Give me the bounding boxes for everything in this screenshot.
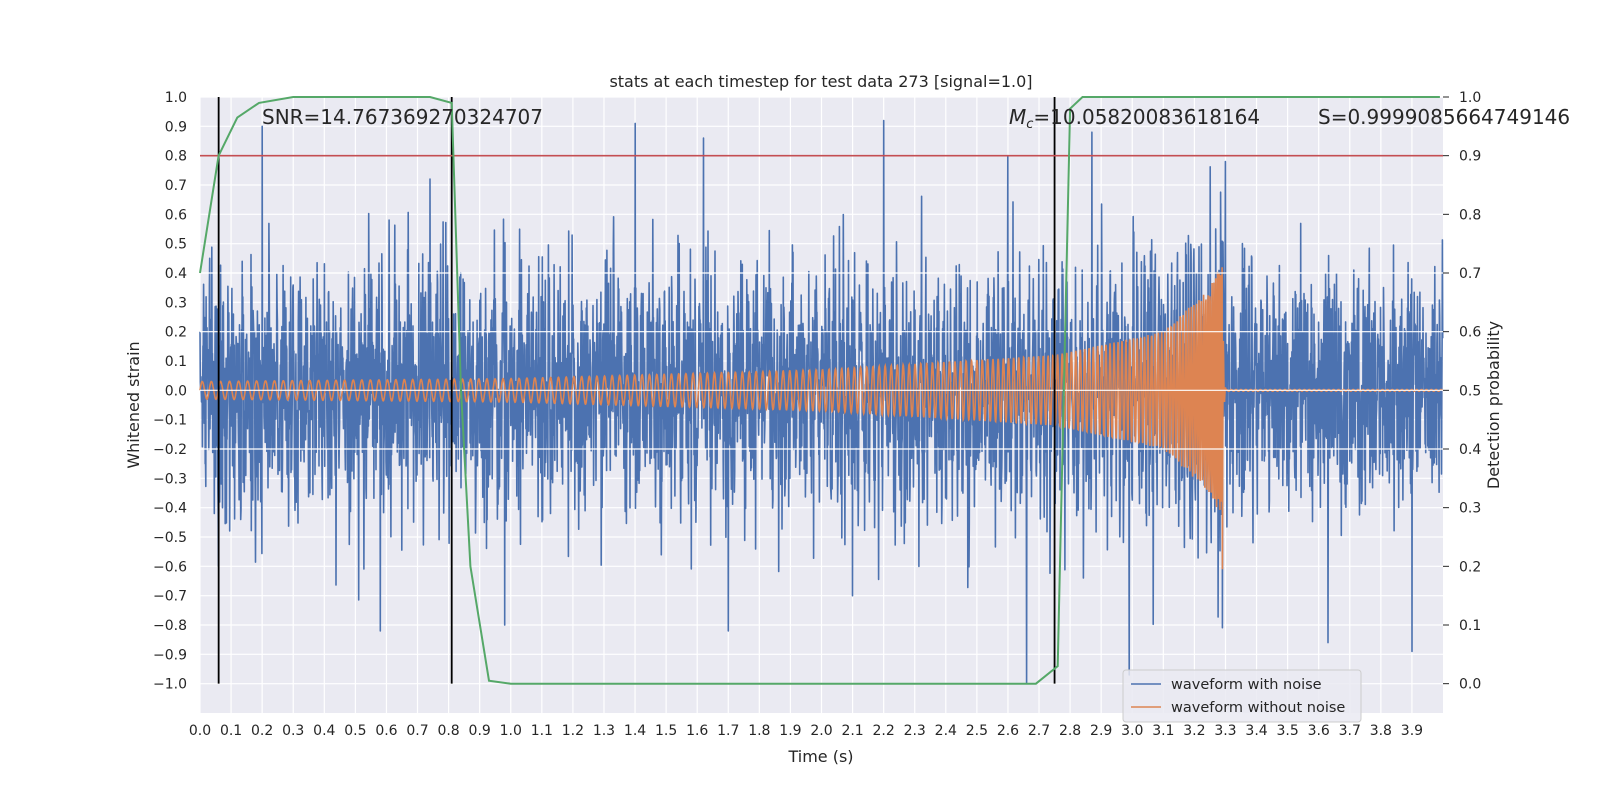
- x-tick-label: 0.1: [220, 723, 242, 739]
- legend-box: [1122, 669, 1362, 723]
- x-tick-label: 2.6: [997, 723, 1019, 739]
- x-tick-label: 1.0: [500, 723, 522, 739]
- x-tick-label: 3.6: [1308, 723, 1330, 739]
- y2-tick-label: 0.6: [1459, 325, 1481, 341]
- x-tick-label: 3.1: [1152, 723, 1174, 739]
- x-tick-label: 3.8: [1370, 723, 1392, 739]
- x-tick-label: 1.5: [655, 723, 677, 739]
- x-tick-label: 2.8: [1059, 723, 1081, 739]
- y-tick-label: −0.3: [153, 471, 187, 487]
- y2-tick-label: 0.4: [1459, 442, 1481, 458]
- x-tick-label: 0.7: [406, 723, 428, 739]
- x-tick-label: 1.4: [624, 723, 646, 739]
- y2-axis-label: Detection probability: [1484, 321, 1503, 489]
- y-tick-label: −0.4: [153, 501, 187, 517]
- y-axis-label: Whitened strain: [124, 341, 143, 468]
- x-tick-label: 2.3: [904, 723, 926, 739]
- x-tick-label: 2.2: [873, 723, 895, 739]
- y-tick-label: −0.8: [153, 618, 187, 634]
- y2-tick-label: 0.8: [1459, 207, 1481, 223]
- y-tick-label: 0.1: [165, 354, 187, 370]
- y-tick-label: −1.0: [153, 677, 187, 693]
- x-tick-label: 2.5: [966, 723, 988, 739]
- y-tick-label: 0.5: [165, 237, 187, 253]
- x-tick-label: 0.2: [251, 723, 273, 739]
- x-tick-label: 1.7: [717, 723, 739, 739]
- x-tick-label: 3.9: [1401, 723, 1423, 739]
- y2-tick-label: 0.2: [1459, 559, 1481, 575]
- y2-tick-label: 0.3: [1459, 501, 1481, 517]
- y-tick-label: −0.2: [153, 442, 187, 458]
- chart-title: stats at each timestep for test data 273…: [609, 72, 1032, 91]
- clean-waveform-line: [199, 267, 1444, 570]
- y2-tick-label: 0.7: [1459, 266, 1481, 282]
- y-tick-label: 0.4: [165, 266, 187, 282]
- legend-label-noise: waveform with noise: [1171, 677, 1322, 693]
- x-tick-label: 0.3: [282, 723, 304, 739]
- legend: waveform with noise waveform without noi…: [1122, 669, 1362, 723]
- y-tick-label: 0.7: [165, 178, 187, 194]
- y2-tick-label: 1.0: [1459, 90, 1481, 106]
- mc-subscript: c: [1026, 117, 1033, 132]
- mc-value: =10.05820083618164: [1033, 105, 1260, 129]
- y-tick-label: −0.9: [153, 647, 187, 663]
- x-tick-label: 3.0: [1121, 723, 1143, 739]
- x-tick-label: 3.7: [1339, 723, 1361, 739]
- y-tick-label: −0.1: [153, 413, 187, 429]
- x-tick-label: 2.4: [935, 723, 957, 739]
- x-tick-label: 0.8: [437, 723, 459, 739]
- y-tick-label: −0.5: [153, 530, 187, 546]
- y2-tick-label: 0.9: [1459, 149, 1481, 165]
- y-tick-label: 0.8: [165, 149, 187, 165]
- x-tick-label: 2.7: [1028, 723, 1050, 739]
- y-tick-label: 0.0: [165, 383, 187, 399]
- mc-symbol: M: [1009, 105, 1026, 129]
- x-tick-label: 0.4: [313, 723, 335, 739]
- y-tick-label: −0.7: [153, 589, 187, 605]
- x-tick-label: 3.2: [1183, 723, 1205, 739]
- detection-probability-line: [199, 96, 1440, 685]
- y2-tick-label: 0.5: [1459, 383, 1481, 399]
- x-axis-label: Time (s): [787, 747, 853, 766]
- x-tick-label: 1.9: [779, 723, 801, 739]
- x-tick-label: 2.9: [1090, 723, 1112, 739]
- x-tick-label: 3.5: [1276, 723, 1298, 739]
- x-tick-label: 0.9: [469, 723, 491, 739]
- x-tick-label: 2.1: [841, 723, 863, 739]
- y-tick-label: 1.0: [165, 90, 187, 106]
- y-tick-label: 0.3: [165, 295, 187, 311]
- y-tick-label: 0.2: [165, 325, 187, 341]
- y-tick-label: 0.9: [165, 119, 187, 135]
- x-tick-label: 0.5: [344, 723, 366, 739]
- x-tick-label: 2.0: [810, 723, 832, 739]
- s-annotation: S=0.9999085664749146: [1318, 105, 1570, 129]
- y-tick-label: 0.6: [165, 207, 187, 223]
- y2-tick-label: 0.0: [1459, 677, 1481, 693]
- y-tick-label: −0.6: [153, 559, 187, 575]
- x-tick-label: 1.6: [686, 723, 708, 739]
- x-tick-label: 3.3: [1214, 723, 1236, 739]
- y2-tick-label: 0.1: [1459, 618, 1481, 634]
- snr-annotation: SNR=14.767369270324707: [262, 105, 543, 129]
- x-tick-label: 1.2: [562, 723, 584, 739]
- x-tick-label: 0.0: [189, 723, 211, 739]
- x-tick-label: 0.6: [375, 723, 397, 739]
- mc-annotation: Mc=10.05820083618164: [1009, 105, 1260, 132]
- x-tick-label: 1.8: [748, 723, 770, 739]
- x-tick-label: 1.1: [531, 723, 553, 739]
- x-tick-label: 3.4: [1245, 723, 1267, 739]
- x-tick-label: 1.3: [593, 723, 615, 739]
- legend-label-clean: waveform without noise: [1171, 700, 1345, 716]
